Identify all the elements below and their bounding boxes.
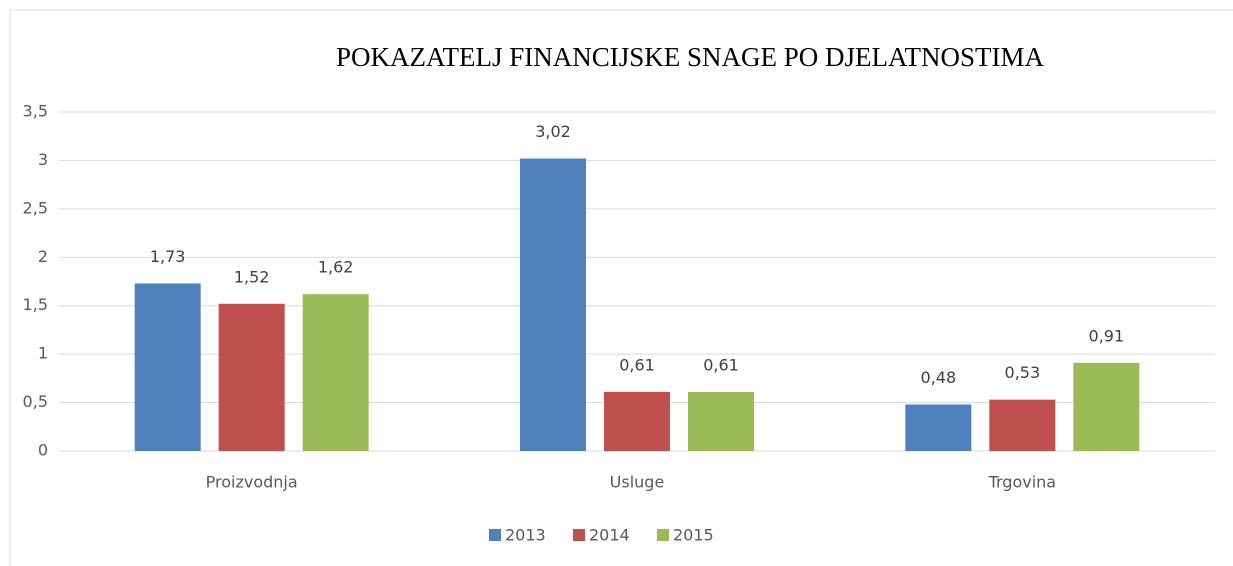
chart-title: POKAZATELJ FINANCIJSKE SNAGE PO DJELATNO… — [336, 42, 1045, 72]
x-tick-label: Proizvodnja — [206, 473, 298, 492]
bar — [218, 303, 285, 451]
legend-swatch — [489, 529, 501, 541]
y-tick-label: 3,5 — [23, 102, 48, 121]
y-tick-label: 1 — [38, 344, 48, 363]
y-tick-label: 0 — [38, 441, 48, 460]
bar — [688, 391, 754, 451]
x-tick-label: Trgovina — [988, 473, 1057, 492]
y-tick-label: 2 — [38, 247, 48, 266]
y-tick-label: 0,5 — [23, 392, 48, 411]
bar — [905, 404, 972, 451]
data-label: 0,61 — [619, 355, 655, 374]
data-label: 0,48 — [921, 368, 957, 387]
bar — [1073, 362, 1140, 451]
bar — [520, 158, 586, 451]
data-label: 0,61 — [703, 355, 739, 374]
y-tick-label: 3 — [38, 150, 48, 169]
data-label: 1,73 — [150, 247, 186, 266]
y-tick-label: 1,5 — [23, 295, 48, 314]
bar — [989, 399, 1056, 451]
bar — [302, 294, 369, 451]
data-label: 0,91 — [1089, 326, 1125, 345]
legend-label: 2014 — [589, 526, 630, 545]
y-tick-label: 2,5 — [23, 198, 48, 217]
data-label: 1,52 — [234, 267, 270, 286]
legend-label: 2015 — [673, 526, 714, 545]
bar — [134, 283, 201, 451]
data-label: 3,02 — [535, 122, 571, 141]
bar — [604, 391, 670, 451]
data-label: 1,62 — [318, 258, 354, 277]
legend-label: 2013 — [505, 526, 546, 545]
data-label: 0,53 — [1005, 363, 1041, 382]
x-tick-label: Usluge — [610, 473, 665, 492]
legend-swatch — [657, 529, 669, 541]
legend-swatch — [573, 529, 585, 541]
